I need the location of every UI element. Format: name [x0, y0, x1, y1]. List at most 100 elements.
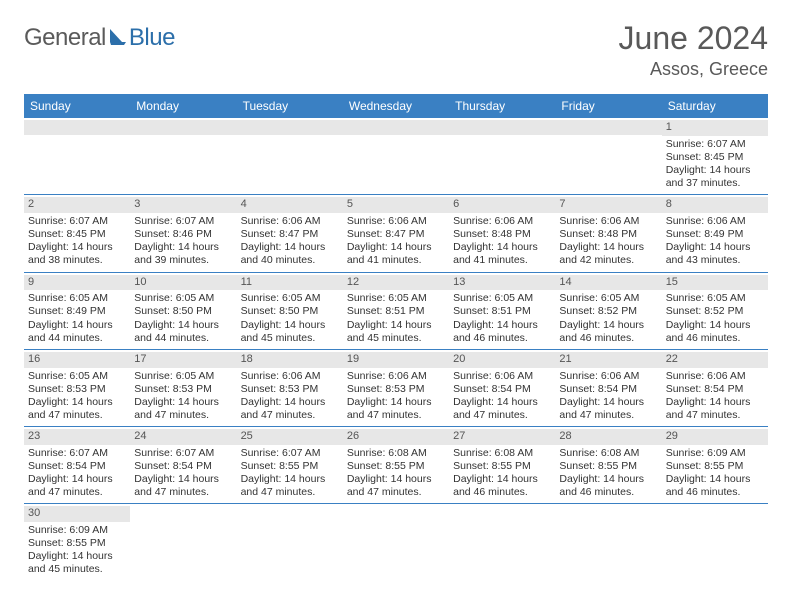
- calendar: Sunday Monday Tuesday Wednesday Thursday…: [24, 94, 768, 581]
- empty-daynum: [555, 120, 661, 135]
- sunset-text: Sunset: 8:51 PM: [347, 305, 445, 318]
- day-number: 6: [449, 197, 555, 213]
- sunset-text: Sunset: 8:54 PM: [134, 460, 232, 473]
- calendar-empty: [555, 504, 661, 580]
- sunrise-text: Sunrise: 6:05 AM: [241, 292, 339, 305]
- header: General Blue June 2024 Assos, Greece: [24, 20, 768, 80]
- sunrise-text: Sunrise: 6:05 AM: [134, 292, 232, 305]
- day-number: 21: [555, 352, 661, 368]
- day-number: 8: [662, 197, 768, 213]
- day2-text: and 47 minutes.: [241, 486, 339, 499]
- sunrise-text: Sunrise: 6:05 AM: [28, 292, 126, 305]
- day2-text: and 44 minutes.: [28, 332, 126, 345]
- day1-text: Daylight: 14 hours: [559, 319, 657, 332]
- day2-text: and 46 minutes.: [453, 486, 551, 499]
- day-header-sat: Saturday: [662, 94, 768, 118]
- calendar-day: 20Sunrise: 6:06 AMSunset: 8:54 PMDayligh…: [449, 350, 555, 426]
- day2-text: and 38 minutes.: [28, 254, 126, 267]
- sunset-text: Sunset: 8:45 PM: [28, 228, 126, 241]
- day-number: 11: [237, 275, 343, 291]
- sunset-text: Sunset: 8:55 PM: [347, 460, 445, 473]
- day1-text: Daylight: 14 hours: [559, 473, 657, 486]
- day-header-thu: Thursday: [449, 94, 555, 118]
- day2-text: and 43 minutes.: [666, 254, 764, 267]
- day1-text: Daylight: 14 hours: [347, 319, 445, 332]
- sunset-text: Sunset: 8:53 PM: [28, 383, 126, 396]
- day-header-wed: Wednesday: [343, 94, 449, 118]
- logo: General Blue: [24, 24, 175, 52]
- day1-text: Daylight: 14 hours: [28, 473, 126, 486]
- day2-text: and 47 minutes.: [28, 486, 126, 499]
- calendar-day: 26Sunrise: 6:08 AMSunset: 8:55 PMDayligh…: [343, 427, 449, 503]
- day2-text: and 47 minutes.: [666, 409, 764, 422]
- calendar-empty: [237, 118, 343, 194]
- day1-text: Daylight: 14 hours: [134, 396, 232, 409]
- sunrise-text: Sunrise: 6:06 AM: [241, 215, 339, 228]
- sunrise-text: Sunrise: 6:07 AM: [28, 447, 126, 460]
- day1-text: Daylight: 14 hours: [666, 164, 764, 177]
- calendar-day: 9Sunrise: 6:05 AMSunset: 8:49 PMDaylight…: [24, 273, 130, 349]
- day-number: 22: [662, 352, 768, 368]
- sunset-text: Sunset: 8:53 PM: [347, 383, 445, 396]
- calendar-empty: [24, 118, 130, 194]
- calendar-empty: [449, 118, 555, 194]
- calendar-day: 24Sunrise: 6:07 AMSunset: 8:54 PMDayligh…: [130, 427, 236, 503]
- calendar-day: 14Sunrise: 6:05 AMSunset: 8:52 PMDayligh…: [555, 273, 661, 349]
- calendar-empty: [130, 118, 236, 194]
- day2-text: and 46 minutes.: [666, 332, 764, 345]
- sunset-text: Sunset: 8:55 PM: [241, 460, 339, 473]
- location: Assos, Greece: [619, 59, 768, 80]
- calendar-empty: [555, 118, 661, 194]
- calendar-week: 30Sunrise: 6:09 AMSunset: 8:55 PMDayligh…: [24, 504, 768, 580]
- empty-daynum: [24, 120, 130, 135]
- sunset-text: Sunset: 8:54 PM: [453, 383, 551, 396]
- day2-text: and 40 minutes.: [241, 254, 339, 267]
- sunset-text: Sunset: 8:50 PM: [134, 305, 232, 318]
- logo-text-blue: Blue: [129, 24, 175, 52]
- empty-daynum: [130, 120, 236, 135]
- title-block: June 2024 Assos, Greece: [619, 20, 768, 80]
- sunrise-text: Sunrise: 6:09 AM: [28, 524, 126, 537]
- day-number: 9: [24, 275, 130, 291]
- day-header-tue: Tuesday: [237, 94, 343, 118]
- day1-text: Daylight: 14 hours: [134, 241, 232, 254]
- sunrise-text: Sunrise: 6:09 AM: [666, 447, 764, 460]
- day-number: 19: [343, 352, 449, 368]
- calendar-day: 30Sunrise: 6:09 AMSunset: 8:55 PMDayligh…: [24, 504, 130, 580]
- calendar-empty: [343, 118, 449, 194]
- sunrise-text: Sunrise: 6:05 AM: [28, 370, 126, 383]
- day2-text: and 39 minutes.: [134, 254, 232, 267]
- calendar-day: 22Sunrise: 6:06 AMSunset: 8:54 PMDayligh…: [662, 350, 768, 426]
- sunrise-text: Sunrise: 6:08 AM: [453, 447, 551, 460]
- sunset-text: Sunset: 8:52 PM: [559, 305, 657, 318]
- day2-text: and 44 minutes.: [134, 332, 232, 345]
- day2-text: and 37 minutes.: [666, 177, 764, 190]
- day-header-fri: Friday: [555, 94, 661, 118]
- sunrise-text: Sunrise: 6:06 AM: [453, 370, 551, 383]
- day1-text: Daylight: 14 hours: [241, 473, 339, 486]
- sunrise-text: Sunrise: 6:05 AM: [559, 292, 657, 305]
- day1-text: Daylight: 14 hours: [241, 396, 339, 409]
- calendar-day: 3Sunrise: 6:07 AMSunset: 8:46 PMDaylight…: [130, 195, 236, 271]
- sunset-text: Sunset: 8:48 PM: [453, 228, 551, 241]
- day-number: 26: [343, 429, 449, 445]
- calendar-empty: [662, 504, 768, 580]
- sunrise-text: Sunrise: 6:05 AM: [134, 370, 232, 383]
- sunset-text: Sunset: 8:52 PM: [666, 305, 764, 318]
- calendar-week: 23Sunrise: 6:07 AMSunset: 8:54 PMDayligh…: [24, 427, 768, 504]
- day-number: 13: [449, 275, 555, 291]
- day-number: 24: [130, 429, 236, 445]
- day-number: 27: [449, 429, 555, 445]
- sunrise-text: Sunrise: 6:06 AM: [347, 215, 445, 228]
- sunset-text: Sunset: 8:53 PM: [241, 383, 339, 396]
- day-number: 18: [237, 352, 343, 368]
- sunset-text: Sunset: 8:53 PM: [134, 383, 232, 396]
- day-number: 2: [24, 197, 130, 213]
- day2-text: and 47 minutes.: [559, 409, 657, 422]
- day2-text: and 47 minutes.: [347, 409, 445, 422]
- calendar-week: 1Sunrise: 6:07 AMSunset: 8:45 PMDaylight…: [24, 118, 768, 195]
- sunrise-text: Sunrise: 6:05 AM: [347, 292, 445, 305]
- day2-text: and 47 minutes.: [134, 409, 232, 422]
- day-number: 3: [130, 197, 236, 213]
- sunset-text: Sunset: 8:47 PM: [241, 228, 339, 241]
